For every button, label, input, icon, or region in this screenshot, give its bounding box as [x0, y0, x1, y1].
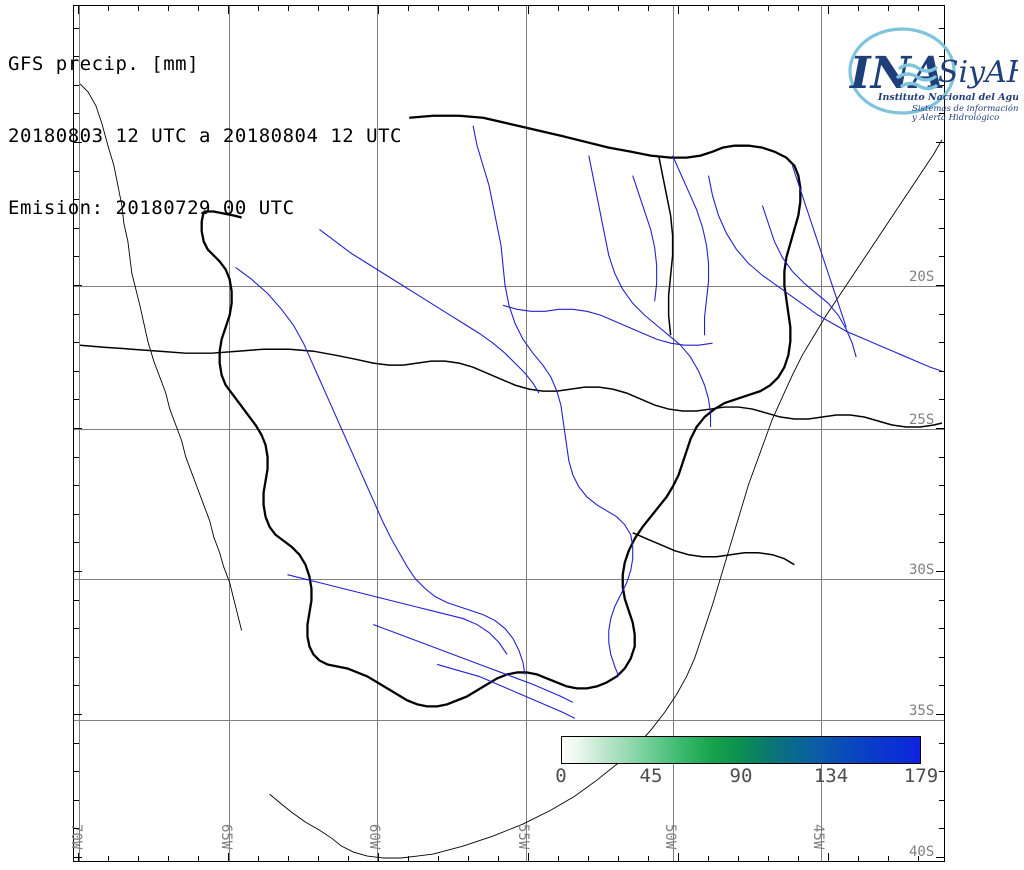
- basin-boundary: [200, 114, 802, 708]
- colorbar-tick-45: 45: [639, 765, 663, 787]
- title-line-emission: Emision: 20180729 00 UTC: [8, 197, 295, 219]
- logo-wave-icon: [896, 63, 938, 91]
- logo-subtitle-3: y Alerta Hidrológico: [911, 112, 999, 123]
- colorbar-tick-0: 0: [555, 765, 567, 787]
- logo-ina-text: INA: [848, 48, 945, 99]
- logo-ring-icon: [848, 27, 956, 115]
- x-label-60W: 60W: [366, 824, 382, 850]
- x-label-55W: 55W: [515, 824, 531, 850]
- x-label-50W: 50W: [662, 824, 678, 850]
- colorbar-tick-90: 90: [729, 765, 753, 787]
- gridline-55W: [526, 6, 527, 861]
- colorbar-tick-134: 134: [813, 765, 849, 787]
- y-label-30S: 30S: [909, 562, 935, 578]
- colorbar[interactable]: 0 45 90 134 179: [555, 736, 938, 788]
- gridline-50W: [673, 6, 674, 861]
- title-line-variable: GFS precip. [mm]: [8, 53, 200, 75]
- precipitation-raster: [74, 6, 944, 861]
- gridline-60W: [377, 6, 378, 861]
- country-borders: [79, 155, 943, 566]
- y-label-25S: 25S: [909, 412, 935, 428]
- gridline-45W: [821, 6, 822, 861]
- map-plot-inner: [74, 6, 944, 861]
- x-label-70W: 70W: [68, 824, 84, 850]
- coastline-thin: [79, 83, 943, 859]
- colorbar-tick-179: 179: [903, 765, 939, 787]
- gridline-30S: [74, 579, 944, 580]
- y-label-35S: 35S: [909, 703, 935, 719]
- map-title-block: GFS precip. [mm] 20180803 12 UTC a 20180…: [8, 4, 402, 268]
- river-network: [235, 125, 943, 719]
- x-label-65W: 65W: [218, 824, 234, 850]
- gridline-20S: [74, 286, 944, 287]
- logo-subtitle-1: Instituto Nacional del Agua: [877, 92, 1018, 103]
- logo-siyah-text: SiyAH: [938, 55, 1018, 90]
- logo-subtitle-2: Sistemas de información: [912, 103, 1018, 114]
- x-label-45W: 45W: [810, 824, 826, 850]
- map-plot-area[interactable]: [73, 5, 945, 862]
- y-label-40S: 40S: [909, 844, 935, 860]
- ina-siyah-logo: INA SiyAH Instituto Nacional del Agua Si…: [838, 24, 1018, 124]
- title-line-period: 20180803 12 UTC a 20180804 12 UTC: [8, 125, 402, 147]
- y-label-20S: 20S: [909, 269, 935, 285]
- colorbar-tick-labels: 0 45 90 134 179: [555, 764, 938, 788]
- gridline-65W: [229, 6, 230, 861]
- map-vector-overlay: [79, 83, 943, 859]
- gridline-35S: [74, 720, 944, 721]
- gridline-70W: [79, 6, 80, 861]
- gridline-25S: [74, 429, 944, 430]
- colorbar-gradient: [561, 736, 921, 764]
- logo-svg: INA SiyAH Instituto Nacional del Agua Si…: [848, 27, 1018, 123]
